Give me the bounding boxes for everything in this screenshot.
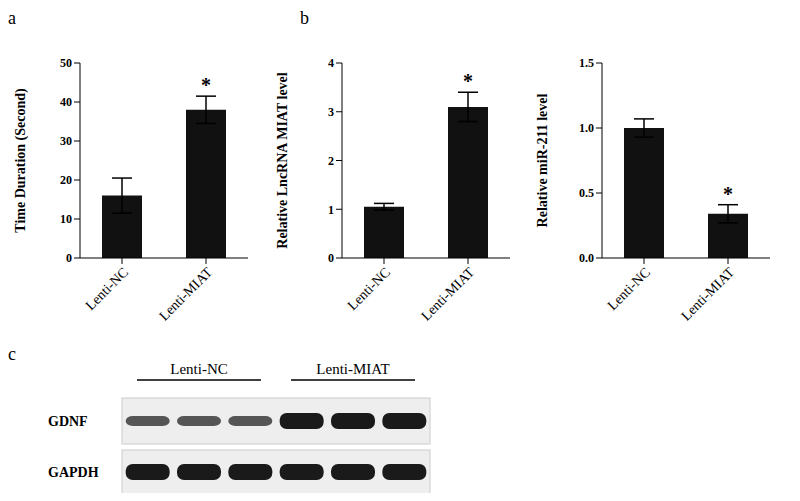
svg-text:Lenti-NC: Lenti-NC [170, 361, 228, 377]
svg-text:GDNF: GDNF [48, 414, 88, 429]
svg-text:Lenti-MIAT: Lenti-MIAT [156, 264, 215, 323]
svg-text:30: 30 [60, 134, 72, 148]
svg-text:4: 4 [328, 56, 334, 70]
svg-text:10: 10 [60, 212, 72, 226]
html-text:b: b [300, 8, 309, 28]
svg-text:0.5: 0.5 [579, 186, 594, 200]
svg-text:Relative LncRNA MIAT level: Relative LncRNA MIAT level [275, 72, 290, 249]
svg-text:c: c [8, 344, 16, 364]
svg-text:2: 2 [328, 154, 334, 168]
svg-text:*: * [463, 70, 473, 92]
svg-text:Lenti-NC: Lenti-NC [605, 265, 654, 314]
svg-text:1.0: 1.0 [579, 121, 594, 135]
svg-text:GAPDH: GAPDH [48, 465, 99, 480]
svg-text:1.5: 1.5 [579, 56, 594, 70]
html-text:a: a [8, 8, 16, 28]
svg-text:Lenti-NC: Lenti-NC [345, 265, 394, 314]
svg-text:1: 1 [328, 203, 334, 217]
svg-text:Lenti-MIAT: Lenti-MIAT [316, 361, 389, 377]
svg-text:*: * [201, 74, 211, 96]
svg-text:Time Duration (Second): Time Duration (Second) [13, 88, 29, 233]
svg-text:50: 50 [60, 56, 72, 70]
svg-text:Relative miR-211 level: Relative miR-211 level [535, 94, 550, 228]
svg-text:0: 0 [328, 251, 334, 265]
svg-text:Lenti-NC: Lenti-NC [83, 265, 132, 314]
svg-text:Lenti-MIAT: Lenti-MIAT [678, 264, 737, 323]
svg-text:40: 40 [60, 95, 72, 109]
svg-text:0.0: 0.0 [579, 251, 594, 265]
svg-text:3: 3 [328, 105, 334, 119]
svg-text:Lenti-MIAT: Lenti-MIAT [418, 264, 477, 323]
svg-text:0: 0 [66, 251, 72, 265]
svg-text:*: * [723, 183, 733, 205]
svg-text:20: 20 [60, 173, 72, 187]
